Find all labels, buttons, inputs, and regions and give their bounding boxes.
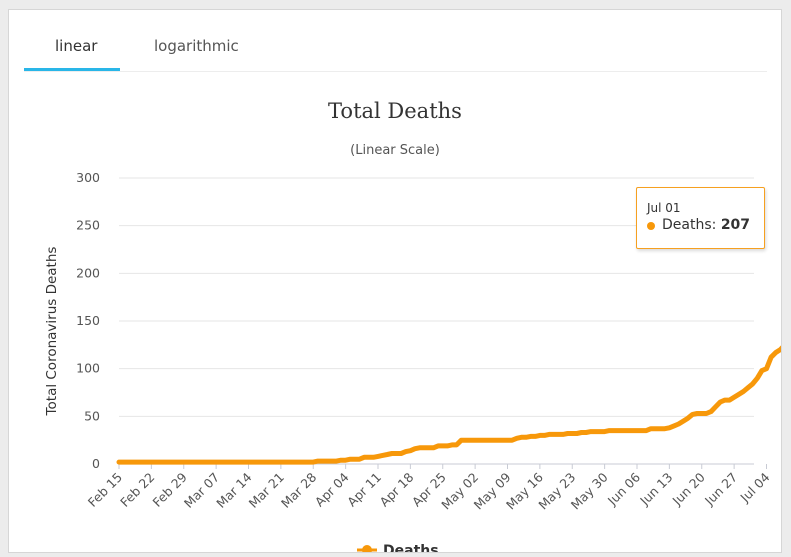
y-tick-label: 200: [76, 265, 100, 280]
x-tick-label: Apr 11: [344, 470, 384, 510]
x-tick-label: Mar 21: [246, 470, 287, 511]
x-tick-label: Feb 15: [85, 470, 125, 510]
tab-linear[interactable]: linear: [55, 37, 98, 55]
x-tick-label: Mar 14: [213, 469, 254, 510]
y-tick-label: 100: [76, 361, 100, 376]
deaths-line-chart: Total Deaths (Linear Scale) Total Corona…: [44, 99, 781, 552]
legend-label-deaths: Deaths: [383, 543, 439, 552]
tooltip-value: 207: [720, 217, 751, 233]
x-tick-label: Jun 06: [604, 469, 643, 508]
active-tab-indicator: [24, 68, 120, 71]
chart-panel: linear logarithmic Total Deaths (Linear …: [8, 9, 782, 553]
chart-subtitle: (Linear Scale): [350, 143, 440, 158]
y-tick-label: 0: [92, 456, 100, 471]
x-tick-label: Jul 04: [737, 469, 773, 505]
y-tick-label: 250: [76, 218, 100, 233]
y-tick-label: 150: [76, 313, 100, 328]
tooltip-date: Jul 01: [647, 201, 681, 215]
chart-legend[interactable]: Deaths: [357, 543, 439, 552]
x-tick-label: Jun 13: [636, 470, 675, 509]
x-tick-label: Jun 27: [701, 470, 740, 509]
series-line-deaths[interactable]: [116, 211, 781, 465]
y-axis-label: Total Coronavirus Deaths: [44, 247, 60, 417]
tab-logarithmic[interactable]: logarithmic: [154, 37, 239, 55]
x-tick-label: May 30: [568, 469, 611, 512]
x-tick-label: Jun 20: [669, 469, 708, 508]
x-tick-label: Mar 07: [181, 470, 222, 511]
x-tick-label: Apr 18: [377, 469, 417, 509]
y-tick-label: 300: [76, 170, 100, 185]
tooltip-series-name: Deaths: [662, 217, 712, 233]
scale-tabs: linear logarithmic: [24, 10, 767, 72]
x-tick-label: Apr 04: [312, 469, 352, 509]
y-tick-label: 50: [84, 408, 100, 423]
data-tooltip: Jul 01 Deaths: 207: [636, 187, 765, 249]
x-tick-label: Feb 22: [117, 470, 157, 510]
tooltip-series-marker: [647, 222, 655, 230]
x-tick-label: Mar 28: [278, 469, 319, 510]
chart-title: Total Deaths: [328, 99, 462, 123]
